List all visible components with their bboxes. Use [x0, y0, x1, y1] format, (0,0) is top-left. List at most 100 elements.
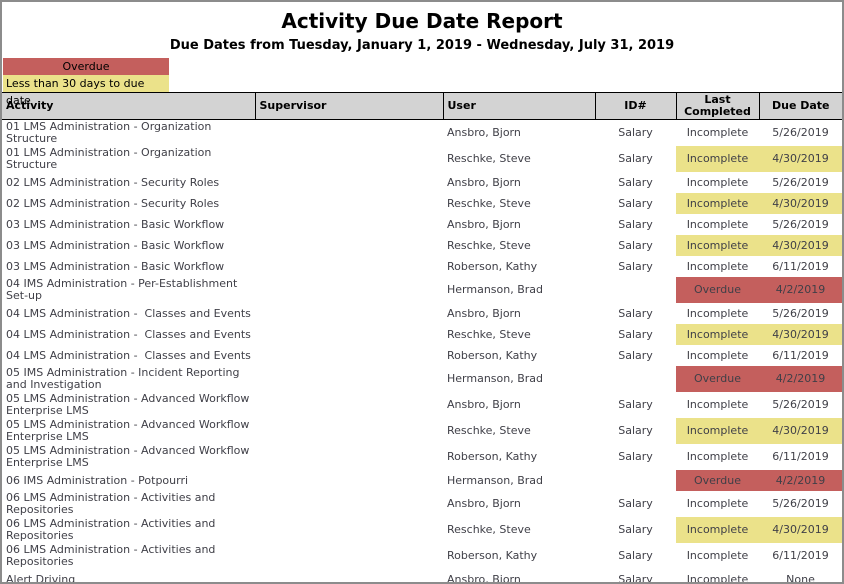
supervisor-cell	[255, 303, 443, 324]
table-row: 06 IMS Administration - Potpourri Hermans…	[2, 470, 842, 491]
table-row: 01 LMS Administration - Organization Str…	[2, 120, 842, 147]
user-cell: Ansbro, Bjorn	[447, 175, 521, 189]
last-completed-cell: Incomplete	[686, 450, 749, 463]
due-date-cell: 6/11/2019	[772, 450, 829, 463]
report-date-range: Due Dates from Tuesday, January 1, 2019 …	[169, 38, 675, 53]
table-row: 04 LMS Administration - Classes and Even…	[2, 324, 842, 345]
due-date-cell: 6/11/2019	[772, 549, 829, 562]
user-cell: Reschke, Steve	[447, 327, 531, 341]
table-row: 04 IMS Administration - Per-Establishmen…	[2, 277, 842, 303]
column-header-user: User	[442, 92, 595, 120]
table-row: 05 IMS Administration - Incident Reporti…	[2, 366, 842, 392]
user-cell: Roberson, Kathy	[447, 549, 538, 562]
table-row: 06 LMS Administration - Activities and R…	[2, 543, 842, 569]
user-cell: Reschke, Steve	[447, 523, 531, 536]
due-date-cell: 6/11/2019	[772, 348, 829, 362]
table-row: 06 LMS Administration - Activities and R…	[2, 517, 842, 543]
user-cell: Hermanson, Brad	[447, 473, 544, 487]
table-header-row: Activity Supervisor User ID# Last Comple…	[2, 92, 842, 120]
user-cell: Ansbro, Bjorn	[447, 497, 521, 510]
id-cell	[595, 470, 676, 491]
id-cell: Salary	[618, 196, 653, 210]
last-completed-cell: Incomplete	[686, 398, 749, 411]
user-cell: Ansbro, Bjorn	[447, 572, 521, 584]
activity-cell: 02 LMS Administration - Security Roles	[6, 196, 220, 210]
activity-cell: 05 IMS Administration - Incident Reporti…	[6, 366, 243, 391]
activity-cell: 01 LMS Administration - Organization Str…	[6, 146, 215, 171]
user-cell: Ansbro, Bjorn	[447, 126, 521, 139]
table-row: 05 LMS Administration - Advanced Workflo…	[2, 418, 842, 444]
user-cell: Roberson, Kathy	[447, 450, 538, 463]
activity-cell: Alert Driving	[6, 572, 76, 584]
activity-cell: 03 LMS Administration - Basic Workflow	[6, 259, 225, 273]
column-header-activity: Activity	[2, 92, 255, 120]
activity-cell: 03 LMS Administration - Basic Workflow	[6, 238, 225, 252]
due-date-cell: 5/26/2019	[772, 217, 829, 231]
last-completed-cell: Incomplete	[676, 235, 759, 256]
due-date-cell: 4/30/2019	[759, 517, 842, 543]
due-date-cell: 4/30/2019	[759, 324, 842, 345]
due-date-cell: 4/2/2019	[759, 470, 842, 491]
id-cell: Salary	[618, 497, 653, 510]
id-cell: Salary	[618, 450, 653, 463]
activity-cell: 06 LMS Administration - Activities and R…	[6, 491, 219, 516]
user-cell: Ansbro, Bjorn	[447, 398, 521, 411]
last-completed-cell: Incomplete	[676, 193, 759, 214]
activity-cell: 06 LMS Administration - Activities and R…	[6, 543, 219, 568]
activity-cell: 04 LMS Administration - Classes and Even…	[6, 348, 251, 362]
last-completed-cell: Incomplete	[686, 348, 749, 362]
supervisor-cell	[255, 392, 443, 418]
due-date-cell: 5/26/2019	[772, 497, 829, 510]
legend-overdue-swatch: Overdue	[3, 58, 169, 75]
table-row: 03 LMS Administration - Basic Workflow Re…	[2, 235, 842, 256]
activity-cell: 05 LMS Administration - Advanced Workflo…	[6, 418, 253, 443]
activity-cell: 02 LMS Administration - Security Roles	[6, 175, 220, 189]
supervisor-cell	[255, 193, 443, 214]
supervisor-cell	[255, 172, 443, 193]
last-completed-cell: Incomplete	[686, 217, 749, 231]
supervisor-cell	[255, 569, 443, 582]
supervisor-cell	[255, 120, 443, 147]
last-completed-cell: Incomplete	[686, 572, 749, 584]
table-row: 02 LMS Administration - Security Roles An…	[2, 172, 842, 193]
activity-cell: 05 LMS Administration - Advanced Workflo…	[6, 444, 253, 469]
last-completed-cell: Overdue	[676, 366, 759, 392]
activity-cell: 06 LMS Administration - Activities and R…	[6, 517, 219, 542]
activity-cell: 01 LMS Administration - Organization Str…	[6, 120, 215, 145]
last-completed-cell: Overdue	[676, 470, 759, 491]
due-date-cell: 4/30/2019	[759, 193, 842, 214]
user-cell: Reschke, Steve	[447, 424, 531, 437]
due-date-cell: 4/2/2019	[759, 277, 842, 303]
supervisor-cell	[255, 470, 443, 491]
table-row: 04 LMS Administration - Classes and Even…	[2, 303, 842, 324]
supervisor-cell	[255, 491, 443, 517]
user-cell: Ansbro, Bjorn	[447, 306, 521, 320]
last-completed-cell: Incomplete	[676, 517, 759, 543]
id-cell: Salary	[618, 572, 653, 584]
due-date-cell: 4/2/2019	[759, 366, 842, 392]
due-date-cell: 5/26/2019	[772, 398, 829, 411]
due-date-cell: 4/30/2019	[759, 418, 842, 444]
table-row: 04 LMS Administration - Classes and Even…	[2, 345, 842, 366]
last-completed-cell: Incomplete	[686, 175, 749, 189]
id-cell	[595, 366, 676, 392]
supervisor-cell	[255, 517, 443, 543]
id-cell: Salary	[618, 523, 653, 536]
last-completed-cell: Incomplete	[686, 259, 749, 273]
due-date-cell: 4/30/2019	[759, 146, 842, 172]
user-cell: Reschke, Steve	[447, 152, 531, 165]
activity-cell: 04 IMS Administration - Per-Establishmen…	[6, 277, 241, 302]
report-table: Activity Supervisor User ID# Last Comple…	[2, 92, 842, 584]
due-date-cell: None	[786, 572, 815, 584]
legend: Overdue Less than 30 days to due date	[2, 58, 842, 107]
table-row: 01 LMS Administration - Organization Str…	[2, 146, 842, 172]
due-date-cell: 6/11/2019	[772, 259, 829, 273]
user-cell: Reschke, Steve	[447, 196, 531, 210]
supervisor-cell	[255, 543, 443, 569]
table-row: Alert Driving Ansbro, Bjorn Salary Incomple…	[2, 569, 842, 584]
id-cell: Salary	[618, 306, 653, 320]
column-header-due-date: Due Date	[758, 92, 842, 120]
supervisor-cell	[255, 146, 443, 172]
id-cell: Salary	[618, 327, 653, 341]
